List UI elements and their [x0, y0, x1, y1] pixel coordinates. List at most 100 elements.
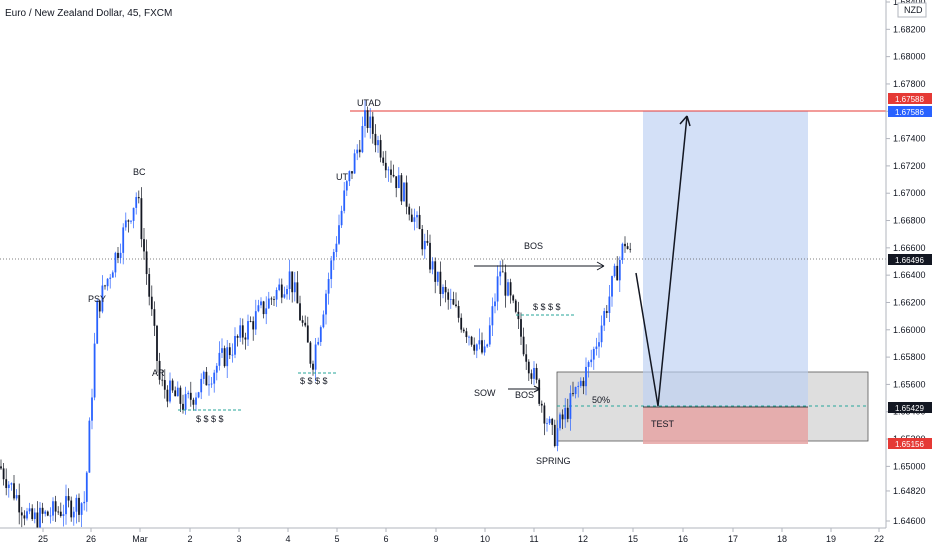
currency-badge[interactable]: NZD — [904, 5, 923, 15]
price-tick-label: 1.68200 — [893, 24, 926, 34]
candle-body — [512, 295, 515, 301]
candle-body — [590, 359, 593, 363]
candle-body — [327, 279, 330, 294]
candle-body — [189, 392, 192, 400]
candle-body — [460, 317, 463, 330]
chart-title: Euro / New Zealand Dollar, 45, FXCM — [5, 8, 172, 19]
candle-body — [137, 197, 140, 199]
candle-body — [247, 321, 249, 340]
candle-body — [130, 220, 132, 222]
candle-body — [413, 217, 416, 222]
candle-body — [314, 344, 317, 370]
label-fifty: 50% — [592, 395, 610, 405]
candle-body — [431, 261, 434, 270]
candle-body — [262, 301, 265, 315]
price-tick-label: 1.66600 — [893, 243, 926, 253]
time-tick-label: 25 — [38, 534, 48, 544]
candle-body — [462, 329, 465, 332]
label-utad: UTAD — [357, 98, 381, 108]
price-tick-label: 1.67800 — [893, 79, 926, 89]
candle-body — [101, 285, 104, 312]
candle-body — [605, 311, 608, 313]
candle-body — [449, 299, 452, 300]
time-axis — [0, 528, 886, 550]
candle-body — [83, 501, 86, 504]
candle-body — [525, 354, 528, 362]
candle-body — [145, 251, 148, 275]
candle-body — [585, 366, 587, 387]
candle-body — [0, 466, 2, 469]
candle-body — [587, 362, 590, 367]
candle-body — [163, 380, 166, 390]
candle-body — [330, 260, 333, 280]
candle-body — [10, 483, 13, 485]
currency-badge-box[interactable] — [897, 2, 927, 18]
candle-body — [494, 301, 496, 307]
candle-body — [579, 380, 582, 386]
candle-body — [59, 511, 62, 517]
candle-body — [564, 407, 567, 420]
candle-body — [522, 336, 525, 355]
label-test: TEST — [651, 419, 675, 429]
candle-body — [228, 347, 231, 356]
candle-body — [286, 288, 288, 295]
candle-body — [111, 272, 114, 278]
tag-target-bottom — [888, 106, 932, 117]
time-tick-label: 19 — [826, 534, 836, 544]
candle-body — [80, 503, 83, 515]
price-tick-label: 1.66800 — [893, 216, 926, 226]
candle-body — [379, 140, 382, 158]
tag-target-top-text: 1.67588 — [895, 95, 924, 104]
candle-body — [109, 277, 112, 279]
time-tick-label: 9 — [433, 534, 438, 544]
candle-body — [340, 210, 343, 226]
candle-body — [75, 497, 78, 512]
candle-body — [574, 386, 577, 395]
candle-body — [395, 176, 398, 189]
candle-body — [366, 110, 369, 128]
candle-body — [161, 379, 164, 381]
candle-body — [93, 343, 96, 398]
time-tick-label: 6 — [383, 534, 388, 544]
candle-body — [62, 514, 65, 517]
candle-body — [343, 190, 346, 211]
candle-body — [439, 271, 442, 294]
candle-body — [36, 512, 39, 529]
label-psy: PSY — [88, 294, 106, 304]
candle-body — [182, 403, 184, 410]
candle-body — [85, 472, 88, 502]
candle-body — [400, 175, 403, 202]
candle-body — [187, 392, 190, 395]
candle-body — [566, 407, 569, 419]
candle-body — [397, 175, 400, 189]
candle-body — [577, 385, 580, 387]
candle-body — [504, 272, 507, 296]
bos-low-arrowhead — [533, 385, 541, 393]
candle-body — [244, 337, 247, 340]
candle-body — [405, 182, 408, 207]
candle-body — [416, 214, 418, 218]
candle-body — [210, 383, 213, 385]
candle-body — [78, 497, 80, 515]
candle-body — [260, 301, 262, 306]
candles — [0, 100, 632, 532]
candle-body — [301, 320, 304, 323]
candle-body — [465, 331, 468, 338]
price-tick-label: 1.66000 — [893, 325, 926, 335]
price-tick-label: 1.67400 — [893, 134, 926, 144]
candle-body — [306, 325, 309, 343]
candle-body — [104, 285, 106, 287]
price-tick-label: 1.65600 — [893, 379, 926, 389]
candle-body — [382, 157, 385, 163]
candle-body — [387, 169, 390, 171]
candle-body — [538, 379, 541, 404]
price-tick-label: 1.65800 — [893, 352, 926, 362]
candle-body — [501, 271, 504, 273]
time-tick-label: Mar — [132, 534, 148, 544]
candle-body — [65, 496, 67, 515]
candle-body — [595, 346, 598, 349]
time-tick-label: 4 — [285, 534, 290, 544]
candle-body — [624, 243, 626, 247]
candle-body — [603, 311, 606, 326]
candle-body — [221, 348, 223, 353]
